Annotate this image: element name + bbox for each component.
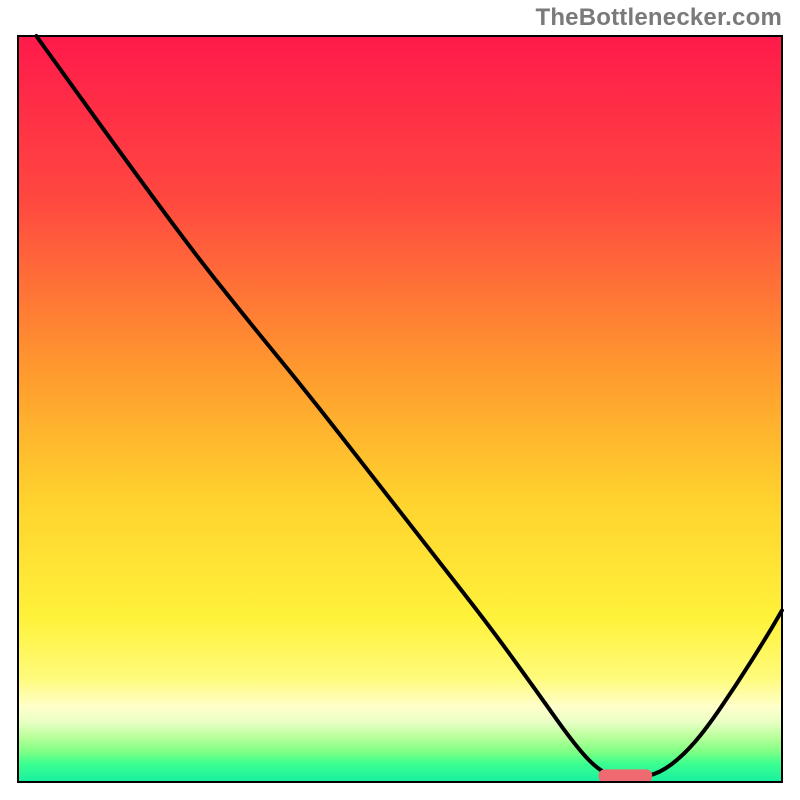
chart-svg [0, 0, 800, 800]
watermark-label: TheBottlenecker.com [535, 4, 782, 32]
chart-canvas: TheBottlenecker.com [0, 0, 800, 800]
optimal-range-marker [599, 769, 652, 782]
plot-background [18, 36, 782, 782]
